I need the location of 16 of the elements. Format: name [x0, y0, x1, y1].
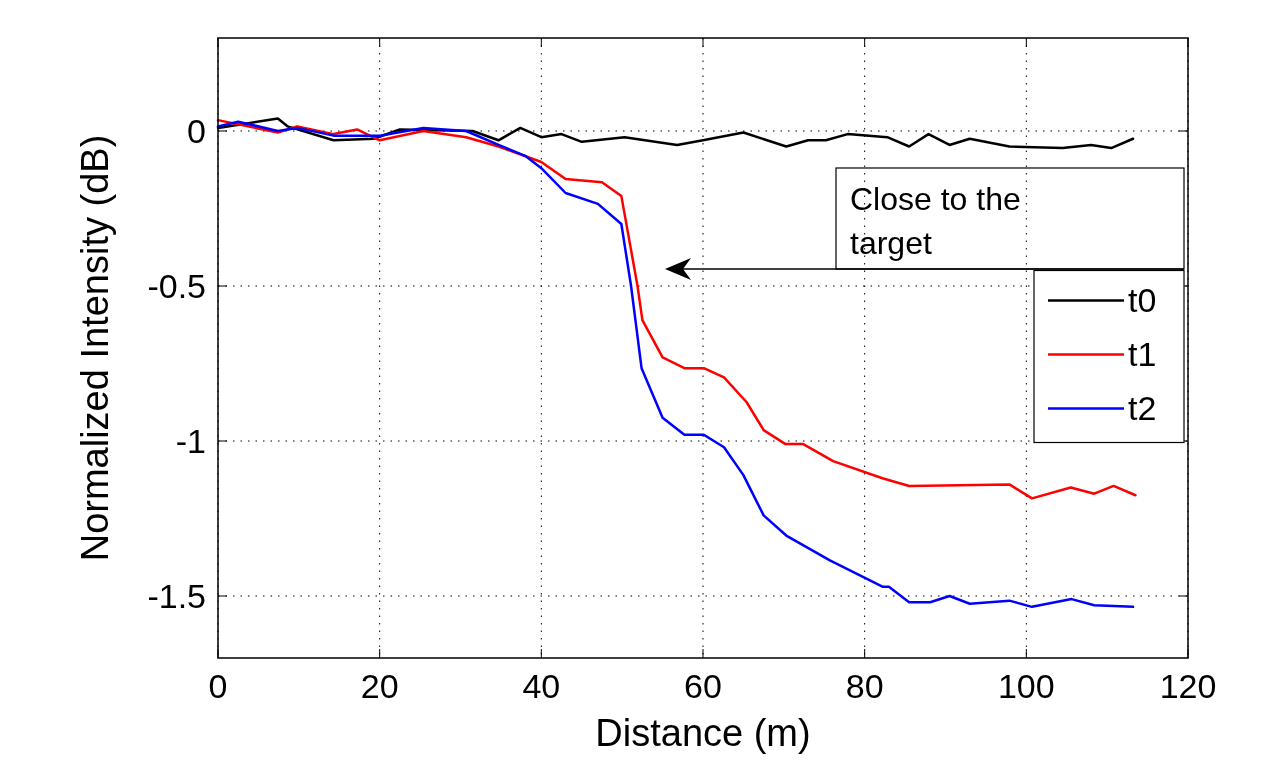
x-tick-label: 100	[997, 667, 1055, 705]
x-tick-label: 60	[684, 667, 722, 705]
x-tick-label: 20	[360, 667, 399, 705]
x-tick-label: 120	[1159, 667, 1217, 705]
legend-label: t2	[1128, 389, 1157, 428]
legend-label: t0	[1128, 281, 1157, 320]
y-tick-label: -1	[175, 421, 206, 460]
legend-label: t1	[1128, 335, 1157, 374]
y-axis-title: Normalized Intensity (dB)	[74, 134, 116, 562]
x-tick-label: 80	[845, 667, 884, 705]
y-tick-label: 0	[187, 111, 206, 150]
y-tick-label: -1.5	[147, 576, 206, 615]
annotation: Close to the target	[850, 181, 1021, 261]
x-axis-title: Distance (m)	[595, 712, 811, 754]
y-tick-label: -0.5	[147, 266, 206, 305]
x-tick-label: 40	[522, 667, 561, 705]
